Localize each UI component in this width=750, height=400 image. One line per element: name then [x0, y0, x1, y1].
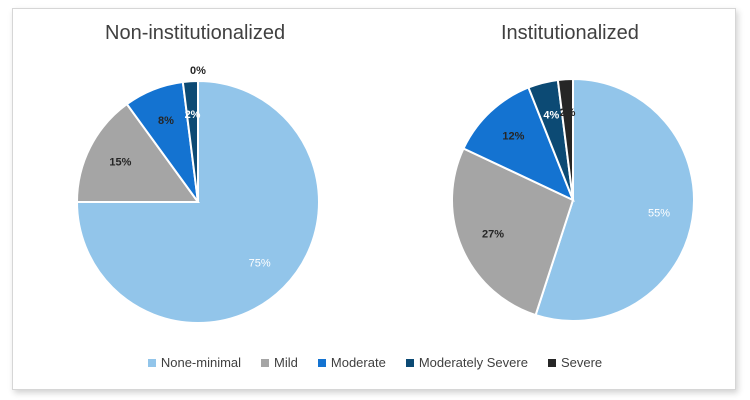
data-label-mild: 15% — [109, 156, 131, 168]
pie-slice-mild — [451, 147, 575, 317]
legend-swatch — [261, 358, 270, 367]
legend-swatch — [317, 358, 326, 367]
legend-swatch — [547, 358, 556, 367]
data-label-mild: 27% — [482, 229, 504, 241]
chart-title-institutionalized: Institutionalized — [501, 22, 639, 44]
data-label-none-minimal: 55% — [648, 208, 670, 220]
legend-swatch — [147, 358, 156, 367]
legend-item-severe: Severe — [547, 355, 603, 370]
chart-title-non-institutionalized: Non-institutionalized — [105, 22, 286, 44]
legend: None-minimal Mild Moderate Moderately Se… — [0, 355, 750, 370]
legend-label: Moderately Severe — [418, 355, 528, 370]
data-label-moderately-severe: 4% — [543, 110, 559, 122]
legend-label: Severe — [560, 355, 603, 370]
data-label-moderate: 8% — [158, 115, 174, 127]
data-label-severe: 2% — [560, 107, 576, 119]
data-label-moderately-severe: 2% — [185, 109, 201, 121]
legend-label: Moderate — [330, 355, 386, 370]
pie-slice-severe — [556, 77, 574, 201]
pie-slice-none-minimal — [534, 77, 695, 322]
pie-slice-mild — [75, 102, 200, 203]
legend-item-none-minimal: None-minimal — [147, 355, 242, 370]
data-label-none-minimal: 75% — [249, 258, 271, 270]
legend-label: None-minimal — [160, 355, 242, 370]
legend-item-moderate: Moderate — [317, 355, 386, 370]
legend-item-mild: Mild — [261, 355, 298, 370]
data-label-moderate: 12% — [502, 130, 524, 142]
legend-swatch — [405, 358, 414, 367]
pie-1: 55% 27% 12% 4% 2% — [451, 77, 695, 322]
legend-item-moderately-severe: Moderately Severe — [405, 355, 528, 370]
legend-label: Mild — [274, 355, 298, 370]
pie-slice-moderately-severe — [181, 79, 199, 203]
pie-0: 75% 15% 8% 2% 0% — [75, 65, 320, 324]
data-label-severe: 0% — [190, 65, 206, 77]
pie-slice-moderate — [462, 86, 575, 202]
